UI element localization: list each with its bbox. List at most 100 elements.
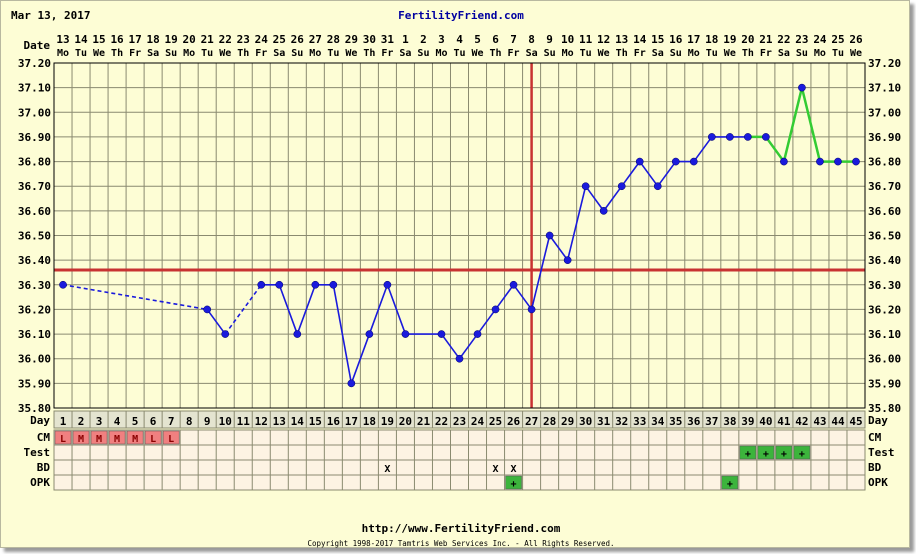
date-label: 25 <box>831 33 844 46</box>
site-url[interactable]: http://www.FertilityFriend.com <box>361 522 561 535</box>
y-tick-label-right: 36.90 <box>868 131 901 144</box>
cm-cell <box>126 430 144 445</box>
date-label: 15 <box>92 33 105 46</box>
weekday-label: Tu <box>327 48 339 59</box>
weekday-label: Tu <box>706 48 718 59</box>
opk-mark: + <box>727 479 733 490</box>
day-number: 44 <box>831 415 845 428</box>
weekday-label: Fr <box>129 48 141 59</box>
cm-cell <box>108 430 126 445</box>
temp-point <box>689 157 698 166</box>
temp-line-segment <box>693 136 713 163</box>
date-label: 19 <box>165 33 178 46</box>
date-label: 22 <box>219 33 232 46</box>
temp-line-segment <box>657 161 677 187</box>
date-label: 14 <box>633 33 647 46</box>
temp-line-segment <box>494 284 515 310</box>
temp-line-segment <box>800 87 822 162</box>
day-number: 5 <box>132 415 139 428</box>
day-number: 24 <box>471 415 485 428</box>
opk-cell <box>721 475 739 490</box>
y-tick-label-left: 36.80 <box>18 156 51 169</box>
temp-point <box>545 231 554 240</box>
day-number: 37 <box>705 415 718 428</box>
weekday-label: Mo <box>435 48 447 59</box>
day-number: 26 <box>507 415 521 428</box>
temp-line-segment <box>782 87 804 162</box>
temp-line-segment <box>764 136 785 163</box>
date-label: 16 <box>669 33 683 46</box>
date-label: 24 <box>813 33 827 46</box>
weekday-label: Th <box>363 48 375 59</box>
day-number: 25 <box>489 415 502 428</box>
day-number: 21 <box>417 415 431 428</box>
plot-border <box>53 62 866 409</box>
temp-line-segment <box>512 284 533 310</box>
temp-line-segment <box>585 185 605 212</box>
temp-line-segment <box>278 284 299 335</box>
temp-line-segment <box>639 161 659 187</box>
date-label: 9 <box>546 33 553 46</box>
day-number: 32 <box>615 415 628 428</box>
date-label: 26 <box>291 33 305 46</box>
day-number: 15 <box>309 415 322 428</box>
temp-line-segment <box>386 284 407 335</box>
date-label: 13 <box>56 33 69 46</box>
row-day-bg <box>53 410 866 429</box>
date-label: 14 <box>74 33 88 46</box>
bd-mark: X <box>384 464 390 475</box>
y-tick-label-right: 36.20 <box>868 303 901 316</box>
date-label: 15 <box>651 33 664 46</box>
date-label: 18 <box>705 33 718 46</box>
weekday-label: We <box>93 48 105 59</box>
bd-mark: X <box>511 464 517 475</box>
weekday-label: Mo <box>183 48 195 59</box>
date-label: 10 <box>561 33 574 46</box>
weekday-label: Sa <box>778 48 790 59</box>
temp-point <box>437 330 446 338</box>
weekday-label: Tu <box>832 48 844 59</box>
cm-cell <box>72 430 90 445</box>
day-number: 30 <box>579 415 592 428</box>
temp-line-segment <box>476 308 497 335</box>
y-tick-label-right: 36.00 <box>868 353 901 366</box>
cm-cell <box>90 430 108 445</box>
y-tick-label-left: 36.40 <box>18 254 51 267</box>
site-title[interactable]: FertilityFriend.com <box>398 9 524 22</box>
weekday-label: Fr <box>381 48 393 59</box>
temp-point <box>455 354 464 363</box>
row-label-right-opk: OPK <box>868 476 888 489</box>
temp-line-segment <box>548 235 569 261</box>
temp-line-segment <box>440 333 461 360</box>
day-number: 13 <box>273 415 286 428</box>
temp-point <box>617 182 626 191</box>
opk-mark: + <box>511 479 517 490</box>
temp-point <box>509 280 518 289</box>
weekday-label: Mo <box>688 48 700 59</box>
date-label: 3 <box>438 33 445 46</box>
day-number: 19 <box>381 415 394 428</box>
day-number: 28 <box>543 415 556 428</box>
row-label-right-cm: CM <box>868 431 882 444</box>
day-number: 45 <box>849 415 862 428</box>
bd-mark: X <box>493 464 499 475</box>
date-label: 22 <box>777 33 790 46</box>
y-tick-label-left: 37.20 <box>18 57 51 70</box>
day-number: 42 <box>795 415 808 428</box>
row-opk-bg <box>53 474 866 491</box>
date-label: 21 <box>759 33 773 46</box>
temp-line-segment <box>621 161 641 187</box>
copyright-notice: Copyright 1998-2017 Tamtris Web Services… <box>307 539 615 548</box>
temp-point <box>203 305 212 314</box>
temp-point <box>401 330 410 338</box>
weekday-label: We <box>345 48 357 59</box>
weekday-label: Th <box>237 48 249 59</box>
temp-point <box>527 305 536 314</box>
cm-mark: M <box>78 434 84 445</box>
row-label-right-day: Day <box>868 414 888 427</box>
day-number: 16 <box>327 415 341 428</box>
temp-point <box>563 256 572 264</box>
date-label: 18 <box>146 33 159 46</box>
weekday-label: Sa <box>526 48 538 59</box>
test-cell <box>739 445 757 460</box>
